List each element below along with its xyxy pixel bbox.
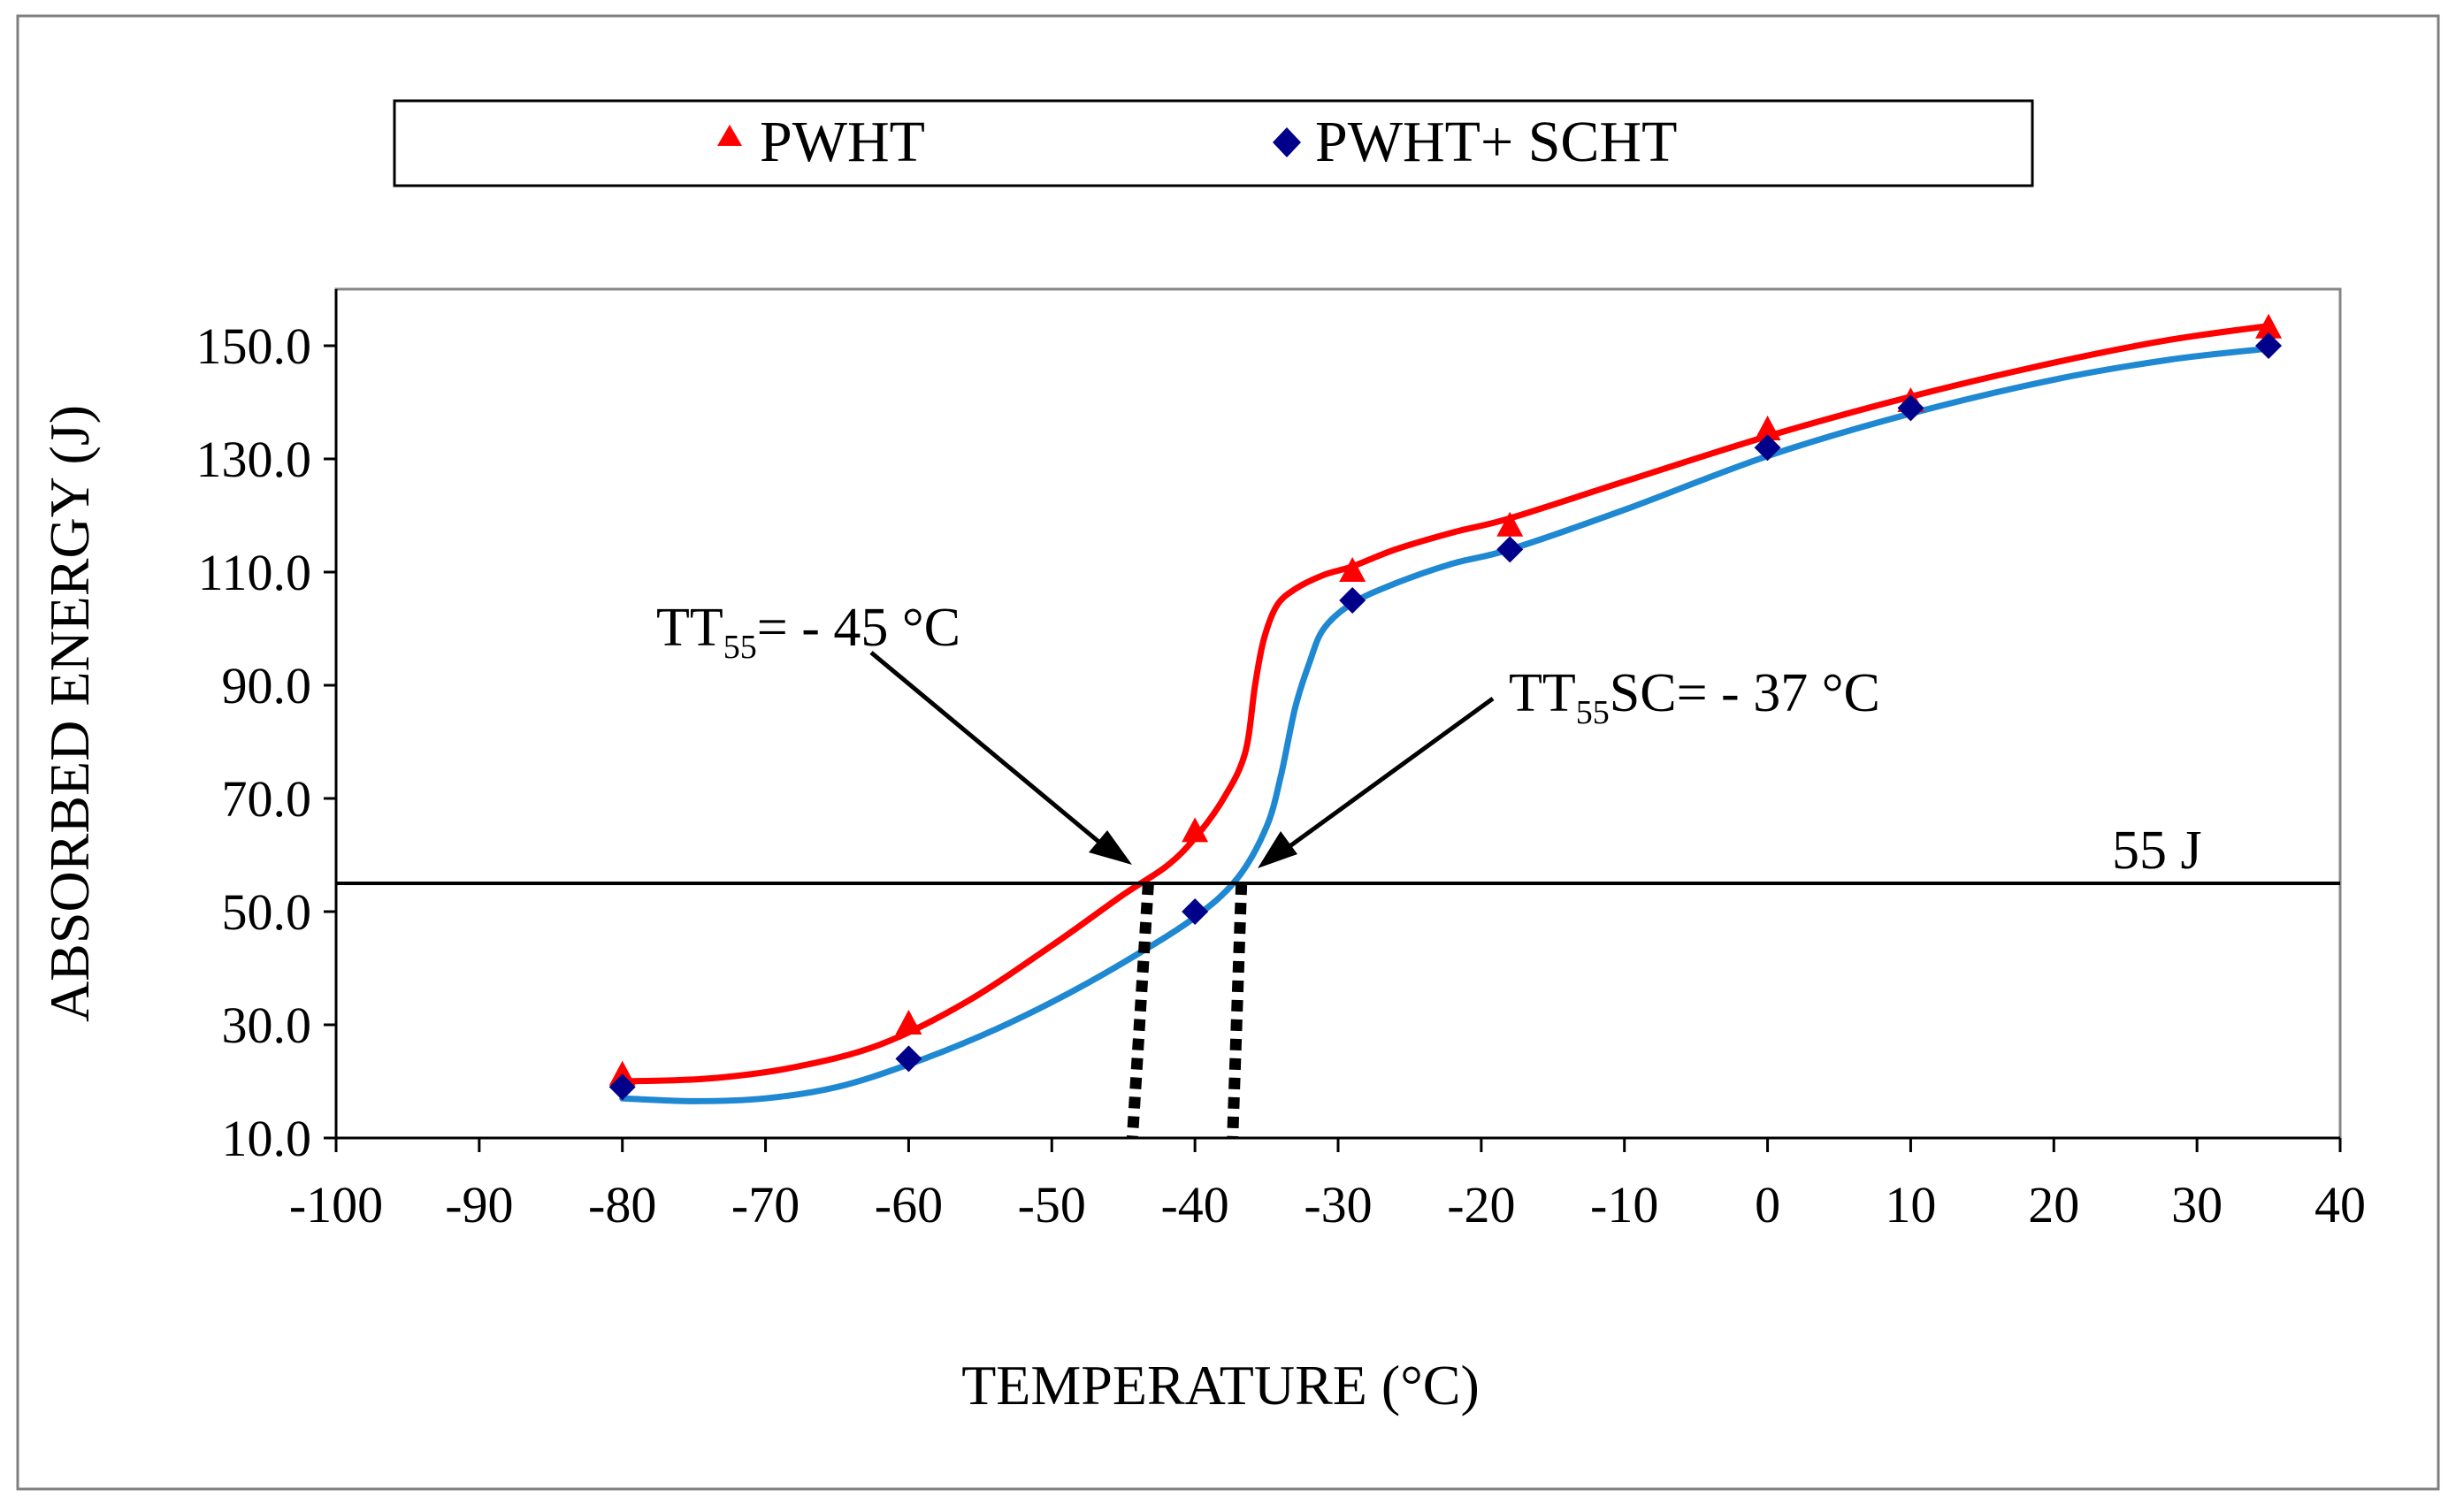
annotation-tt55: TT55= - 45 °C — [656, 598, 960, 666]
legend-pwht-scht-label: PWHT+ SCHT — [1315, 110, 1677, 174]
y-ticks: 10.0 30.0 50.0 70.0 90.0 110.0 130.0 150.0 — [196, 317, 336, 1167]
annotation-tt55-suffix: = - 45 °C — [757, 598, 960, 658]
marker-pwht — [1182, 817, 1209, 843]
x-tick-label: -20 — [1447, 1176, 1515, 1233]
y-tick-label: 90.0 — [222, 657, 312, 714]
annotation-arrow-tt55 — [869, 651, 1104, 846]
y-tick-label: 150.0 — [196, 317, 312, 375]
marker-pwht-scht — [2255, 332, 2283, 359]
legend-pwht-label: PWHT — [760, 110, 925, 174]
annotation-tt55-prefix: TT — [656, 598, 723, 658]
marker-pwht — [608, 1060, 636, 1086]
x-tick-label: -70 — [731, 1176, 800, 1233]
drop-line — [1227, 882, 1248, 1139]
marker-pwht-scht — [1897, 394, 1924, 422]
x-tick-label: 10 — [1885, 1176, 1936, 1233]
x-tick-label: -90 — [445, 1176, 513, 1233]
marker-pwht — [895, 1010, 922, 1035]
annotations: TT55= - 45 °C TT55SC= - 37 °C — [656, 598, 1880, 868]
drop-line — [1126, 882, 1154, 1139]
legend-pwht-marker — [717, 125, 742, 146]
x-tick-label: 30 — [2171, 1176, 2223, 1233]
fit-line-pwht — [619, 323, 2272, 1085]
y-tick-label: 70.0 — [222, 770, 312, 828]
legend-pwht-scht-marker — [1273, 127, 1301, 157]
x-tick-label: -60 — [875, 1176, 943, 1233]
x-tick-label: 20 — [2028, 1176, 2079, 1233]
marker-pwht-scht — [608, 1073, 636, 1101]
marker-pwht — [1754, 416, 1781, 440]
marker-pwht-scht — [1339, 587, 1366, 614]
y-tick-label: 30.0 — [222, 997, 312, 1054]
marker-pwht-scht — [1182, 898, 1209, 925]
annotation-tt55sc-suffix: SC= - 37 °C — [1610, 663, 1880, 723]
y-axis-title: ABSORBED ENERGY (J) — [38, 405, 101, 1022]
data-markers — [608, 313, 2283, 1101]
y-tick-label: 110.0 — [198, 544, 311, 601]
y-tick-label: 10.0 — [222, 1110, 312, 1167]
marker-pwht-scht — [1754, 434, 1781, 462]
annotation-tt55sc-prefix: TT — [1509, 663, 1576, 723]
legend: PWHT PWHT+ SCHT — [393, 99, 2034, 187]
marker-pwht — [2255, 313, 2283, 339]
drop-lines — [1126, 882, 1248, 1139]
y-tick-label: 130.0 — [196, 431, 312, 488]
x-tick-label: -50 — [1018, 1176, 1086, 1233]
annotation-tt55sc: TT55SC= - 37 °C — [1509, 663, 1880, 731]
x-tick-label: -10 — [1590, 1176, 1658, 1233]
marker-pwht-scht — [895, 1045, 922, 1073]
marker-pwht — [1496, 511, 1524, 537]
annotation-arrow-tt55sc — [1287, 696, 1495, 850]
x-tick-label: -100 — [289, 1176, 383, 1233]
y-tick-label: 50.0 — [222, 883, 312, 941]
annotation-arrowhead-tt55 — [1089, 830, 1132, 865]
x-ticks: -100 -90 -80 -70 -60 -50 -40 -30 -20 -10 0 10 20 30 40 — [289, 1138, 2366, 1233]
x-tick-label: -30 — [1304, 1176, 1372, 1233]
x-tick-label: -80 — [588, 1176, 656, 1233]
x-tick-label: 0 — [1755, 1176, 1780, 1233]
reference-line-label: 55 J — [2112, 821, 2202, 881]
x-axis-title: TEMPERATURE (°C) — [961, 1354, 1480, 1417]
x-tick-label: 40 — [2314, 1176, 2366, 1233]
x-tick-label: -40 — [1160, 1176, 1228, 1233]
marker-pwht-scht — [1496, 536, 1524, 563]
legend-box — [393, 99, 2034, 187]
annotation-tt55sc-subscript: 55 — [1576, 694, 1610, 731]
marker-pwht — [1339, 557, 1366, 582]
plot-area — [334, 287, 2342, 1140]
annotation-arrowhead-tt55sc — [1258, 831, 1297, 868]
annotation-tt55-subscript: 55 — [723, 629, 757, 666]
